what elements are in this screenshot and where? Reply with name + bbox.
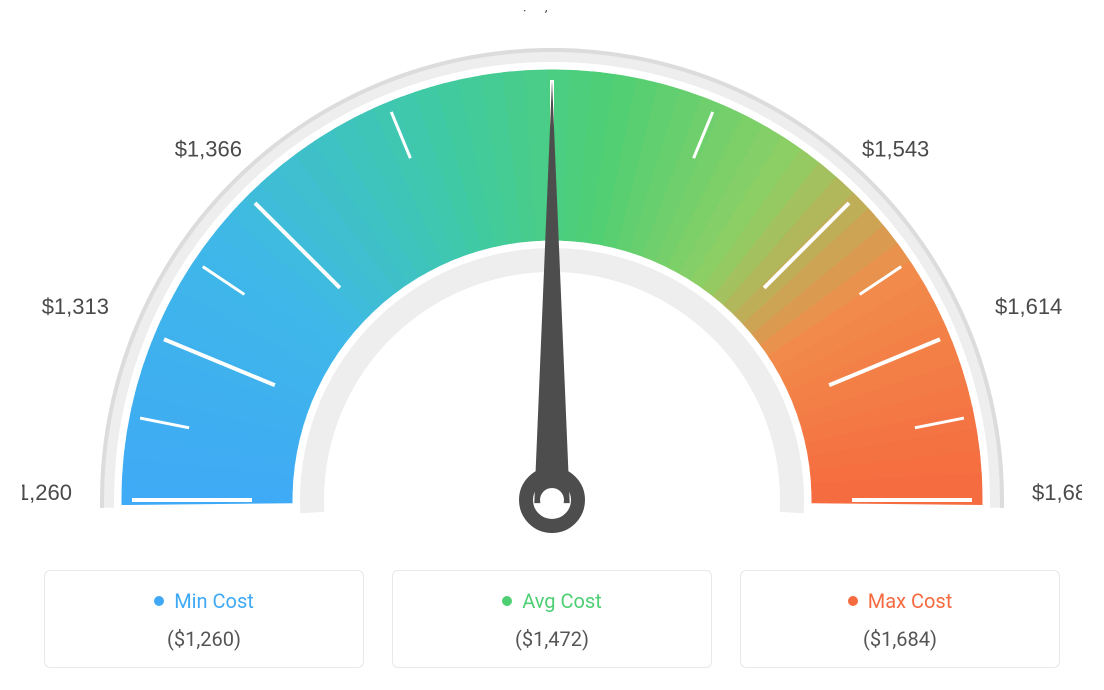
- legend-dot-max: [848, 596, 858, 606]
- legend-top: Min Cost: [55, 589, 353, 613]
- gauge-needle-hub-hole: [540, 488, 564, 512]
- legend-value-max: ($1,684): [751, 627, 1049, 651]
- legend-label-max: Max Cost: [868, 589, 953, 613]
- gauge-tick-label: $1,366: [175, 136, 242, 161]
- legend-top: Avg Cost: [403, 589, 701, 613]
- legend-value-avg: ($1,472): [403, 627, 701, 651]
- legend-row: Min Cost ($1,260) Avg Cost ($1,472) Max …: [0, 570, 1104, 668]
- gauge-tick-label: $1,260: [22, 480, 72, 505]
- gauge-tick-label: $1,472: [518, 10, 585, 15]
- gauge-tick-label: $1,543: [862, 136, 929, 161]
- legend-card-avg: Avg Cost ($1,472): [392, 570, 712, 668]
- gauge-svg: $1,260 $1,313 $1,366 $1,472 $1,543 $1,614 $1,6…: [22, 10, 1082, 560]
- legend-card-max: Max Cost ($1,684): [740, 570, 1060, 668]
- gauge-tick-label: $1,313: [42, 294, 109, 319]
- gauge-tick-label: $1,684: [1032, 480, 1082, 505]
- legend-top: Max Cost: [751, 589, 1049, 613]
- legend-value-min: ($1,260): [55, 627, 353, 651]
- legend-label-avg: Avg Cost: [522, 589, 602, 613]
- gauge-chart: $1,260 $1,313 $1,366 $1,472 $1,543 $1,614 $1,6…: [0, 0, 1104, 560]
- legend-label-min: Min Cost: [174, 589, 254, 613]
- legend-dot-min: [154, 596, 164, 606]
- legend-dot-avg: [502, 596, 512, 606]
- legend-card-min: Min Cost ($1,260): [44, 570, 364, 668]
- gauge-tick-label: $1,614: [995, 294, 1062, 319]
